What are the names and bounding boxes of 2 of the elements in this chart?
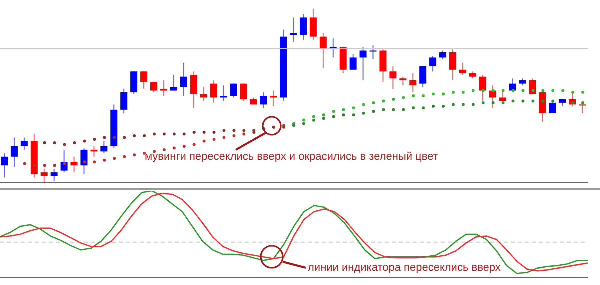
annotation: линии индикатора пересеклись вверх <box>308 262 501 274</box>
annotation: мувинги пересеклись вверх и окрасились в зеленый цвет <box>145 151 438 163</box>
